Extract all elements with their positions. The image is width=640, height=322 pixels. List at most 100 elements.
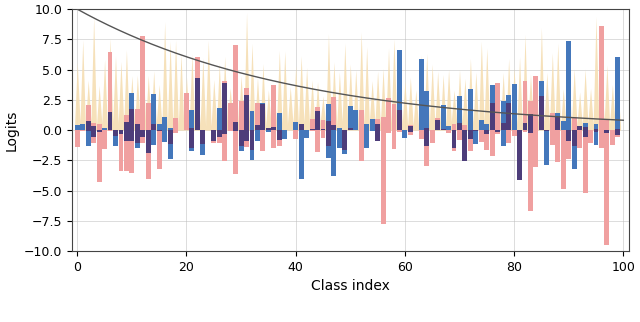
Bar	[75, 125, 80, 130]
Bar	[348, 106, 353, 130]
Bar	[233, 130, 238, 131]
Bar	[293, 130, 298, 138]
Bar	[359, 110, 364, 130]
Bar	[528, 130, 533, 133]
Bar	[424, 130, 429, 166]
Bar	[266, 130, 271, 132]
Bar	[86, 130, 91, 131]
Bar	[97, 130, 102, 132]
Bar	[135, 124, 140, 130]
Bar	[244, 95, 249, 130]
Bar	[86, 121, 91, 130]
Bar	[326, 130, 331, 146]
Bar	[244, 89, 249, 130]
Bar	[517, 130, 522, 180]
Bar	[408, 130, 413, 132]
Bar	[151, 94, 156, 130]
Bar	[86, 105, 91, 130]
Bar	[550, 113, 555, 130]
Bar	[593, 129, 598, 130]
Bar	[102, 130, 107, 149]
Bar	[211, 130, 216, 141]
Bar	[129, 93, 134, 130]
Bar	[113, 130, 118, 136]
Bar	[129, 130, 134, 173]
Bar	[511, 84, 516, 130]
Bar	[135, 109, 140, 130]
Bar	[556, 130, 560, 162]
Bar	[129, 130, 134, 141]
Bar	[495, 130, 500, 132]
Bar	[463, 125, 467, 130]
Bar	[375, 130, 380, 140]
Bar	[500, 130, 506, 146]
Bar	[572, 130, 577, 146]
Bar	[419, 59, 424, 130]
Bar	[468, 130, 473, 139]
Bar	[429, 130, 435, 143]
Bar	[266, 128, 271, 130]
Bar	[195, 78, 200, 130]
Bar	[326, 104, 331, 130]
Bar	[528, 130, 533, 211]
Bar	[162, 117, 167, 130]
Bar	[189, 130, 195, 151]
Bar	[582, 130, 588, 137]
Bar	[474, 130, 478, 145]
Bar	[135, 124, 140, 130]
Bar	[604, 130, 609, 133]
Bar	[299, 124, 303, 130]
Bar	[184, 93, 189, 130]
Bar	[419, 130, 424, 139]
Bar	[189, 128, 195, 130]
Bar	[500, 123, 506, 130]
Bar	[222, 130, 227, 134]
Bar	[140, 130, 145, 137]
Bar	[408, 126, 413, 130]
Bar	[113, 130, 118, 146]
Bar	[173, 130, 178, 133]
Bar	[277, 130, 282, 140]
Bar	[211, 130, 216, 143]
Bar	[506, 130, 511, 143]
Bar	[424, 91, 429, 130]
Bar	[293, 122, 298, 130]
Bar	[97, 124, 102, 130]
Bar	[189, 130, 195, 148]
Bar	[490, 103, 495, 130]
Bar	[113, 130, 118, 136]
Bar	[239, 130, 244, 151]
Bar	[217, 130, 221, 143]
Bar	[299, 124, 303, 130]
Bar	[556, 116, 560, 130]
Bar	[326, 130, 331, 158]
Bar	[364, 130, 369, 148]
Bar	[522, 123, 527, 130]
Bar	[239, 101, 244, 130]
Bar	[474, 130, 478, 131]
Bar	[446, 130, 451, 133]
Bar	[271, 127, 276, 130]
Bar	[168, 130, 173, 144]
Bar	[408, 130, 413, 132]
Bar	[80, 124, 85, 130]
Bar	[474, 130, 478, 131]
Bar	[593, 130, 598, 132]
Bar	[271, 85, 276, 130]
Bar	[222, 80, 227, 130]
Bar	[342, 130, 348, 150]
Bar	[599, 130, 604, 148]
Bar	[200, 130, 205, 144]
Bar	[572, 130, 577, 146]
Bar	[375, 130, 380, 141]
Bar	[582, 123, 588, 130]
Bar	[616, 130, 620, 135]
Bar	[534, 130, 538, 167]
Bar	[604, 130, 609, 133]
Bar	[452, 124, 456, 130]
Bar	[282, 130, 287, 139]
Bar	[157, 130, 162, 169]
Bar	[370, 130, 374, 131]
Bar	[534, 76, 538, 130]
Bar	[118, 130, 124, 171]
